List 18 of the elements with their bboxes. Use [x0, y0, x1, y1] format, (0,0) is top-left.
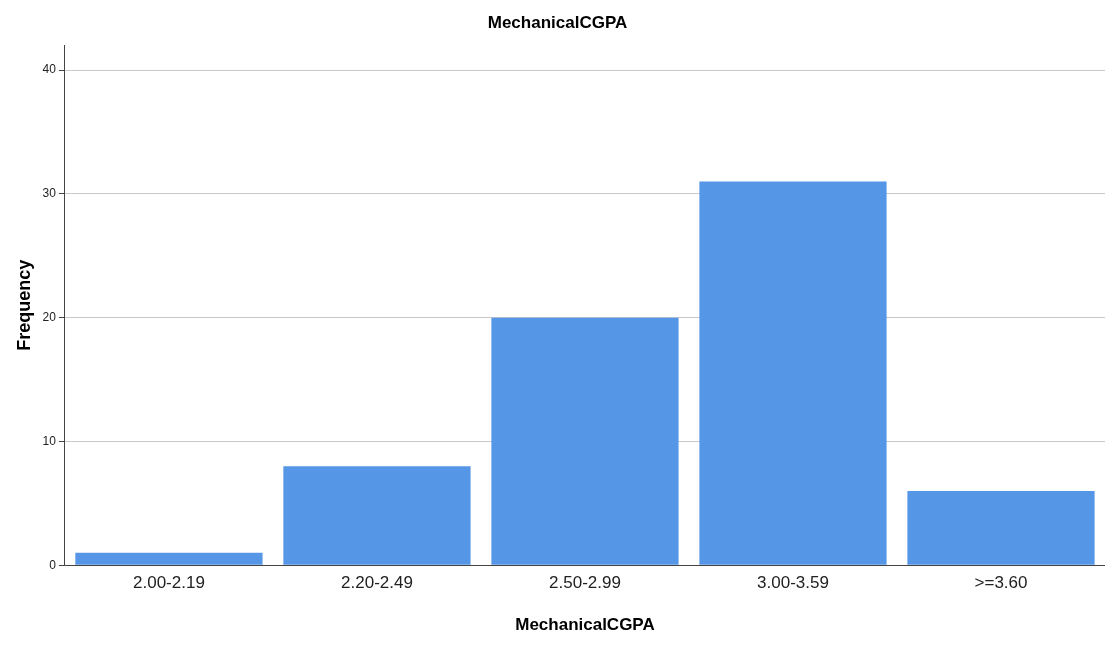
bar — [699, 181, 887, 565]
y-tick-label: 0 — [49, 557, 57, 572]
x-tick-label: 3.00-3.59 — [757, 573, 829, 593]
bar — [491, 317, 679, 565]
x-tick-label: 2.50-2.99 — [549, 573, 621, 593]
x-axis-title: MechanicalCGPA — [515, 615, 655, 635]
x-tick-label: 2.20-2.49 — [341, 573, 413, 593]
x-tick-label: >=3.60 — [974, 573, 1028, 593]
y-tick-label: 40 — [42, 62, 57, 77]
y-tick-label: 10 — [42, 433, 57, 448]
y-axis-title: Frequency — [13, 259, 34, 351]
chart-title: MechanicalCGPA — [487, 12, 628, 32]
bar — [907, 490, 1095, 565]
y-tick-label: 20 — [42, 309, 57, 324]
y-tick-label: 30 — [42, 186, 57, 201]
bar — [75, 552, 263, 565]
bar — [283, 466, 471, 565]
x-tick-label: 2.00-2.19 — [133, 573, 205, 593]
